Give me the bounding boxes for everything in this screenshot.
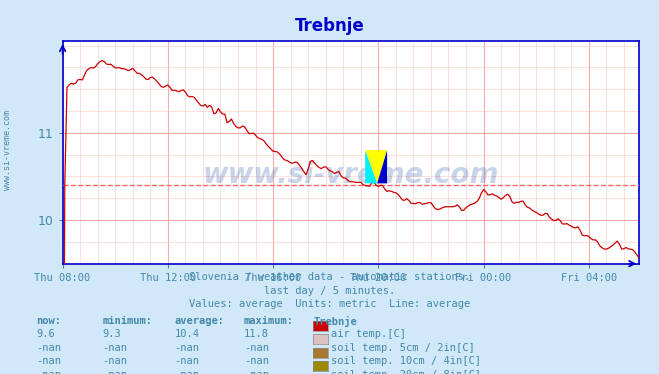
Text: -nan: -nan xyxy=(175,356,200,367)
Text: -nan: -nan xyxy=(244,370,269,374)
Text: Trebnje: Trebnje xyxy=(295,17,364,35)
Text: -nan: -nan xyxy=(244,343,269,353)
Text: 10.4: 10.4 xyxy=(175,329,200,340)
Text: -nan: -nan xyxy=(36,343,61,353)
Text: last day / 5 minutes.: last day / 5 minutes. xyxy=(264,286,395,296)
Text: Slovenia / weather data - automatic stations.: Slovenia / weather data - automatic stat… xyxy=(189,272,470,282)
Text: -nan: -nan xyxy=(102,356,127,367)
Text: average:: average: xyxy=(175,316,225,326)
Text: soil temp. 20cm / 8in[C]: soil temp. 20cm / 8in[C] xyxy=(331,370,482,374)
Text: air temp.[C]: air temp.[C] xyxy=(331,329,407,340)
Text: -nan: -nan xyxy=(175,343,200,353)
Text: maximum:: maximum: xyxy=(244,316,294,326)
Text: minimum:: minimum: xyxy=(102,316,152,326)
Text: www.si-vreme.com: www.si-vreme.com xyxy=(3,110,13,190)
Text: 9.6: 9.6 xyxy=(36,329,55,340)
Text: soil temp. 5cm / 2in[C]: soil temp. 5cm / 2in[C] xyxy=(331,343,475,353)
Text: 11.8: 11.8 xyxy=(244,329,269,340)
Polygon shape xyxy=(365,150,387,183)
Text: 9.3: 9.3 xyxy=(102,329,121,340)
Text: -nan: -nan xyxy=(175,370,200,374)
Text: www.si-vreme.com: www.si-vreme.com xyxy=(203,161,499,188)
Text: Values: average  Units: metric  Line: average: Values: average Units: metric Line: aver… xyxy=(189,299,470,309)
Text: -nan: -nan xyxy=(244,356,269,367)
Polygon shape xyxy=(365,150,377,183)
Polygon shape xyxy=(377,150,387,183)
Text: -nan: -nan xyxy=(102,370,127,374)
Text: -nan: -nan xyxy=(36,356,61,367)
Text: -nan: -nan xyxy=(102,343,127,353)
Text: now:: now: xyxy=(36,316,61,326)
Text: -nan: -nan xyxy=(36,370,61,374)
Text: soil temp. 10cm / 4in[C]: soil temp. 10cm / 4in[C] xyxy=(331,356,482,367)
Text: Trebnje: Trebnje xyxy=(313,316,357,327)
